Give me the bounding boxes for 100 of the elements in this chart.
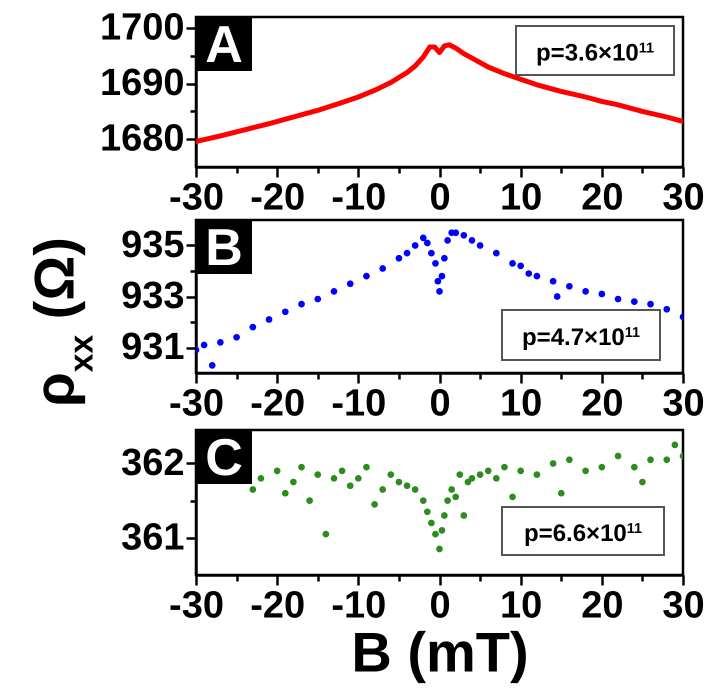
point [630,298,638,305]
point [404,482,410,490]
point [434,278,442,285]
x-tick-label: 30 [662,176,705,218]
chart-title: A [205,16,243,74]
x-tick-label: 20 [581,382,624,424]
point [249,486,256,493]
point [420,497,427,504]
point [448,486,456,493]
point [412,486,419,493]
x-tick-label: -30 [169,584,224,626]
point [492,250,500,256]
point [200,342,208,348]
point [444,497,451,504]
point [558,490,565,497]
point [630,464,638,471]
x-tick-label: -20 [250,176,306,218]
point [371,501,378,508]
point [249,324,256,330]
y-tick-label: 362 [121,442,184,484]
point [420,234,427,242]
point [476,471,484,478]
point [525,270,532,277]
point [468,237,476,244]
x-tick-label: 30 [662,382,705,424]
point [582,288,589,295]
point [566,282,573,290]
point [290,478,297,486]
point [387,471,394,478]
point [534,272,540,280]
point [441,512,448,519]
point [452,494,460,500]
point [266,316,272,323]
point [258,474,264,482]
point [444,237,451,244]
point [208,362,216,369]
point [322,530,330,538]
point [233,334,240,341]
point [282,308,289,316]
point [432,530,439,538]
point [438,272,446,280]
point [274,468,281,474]
point [338,468,346,474]
point [647,456,654,464]
point [509,260,516,267]
x-tick-label: -10 [331,176,386,218]
point [363,272,370,280]
point [314,471,322,478]
point [216,339,224,346]
x-tick-label: -30 [169,382,224,424]
point [330,474,338,482]
point [672,442,678,448]
point [306,497,313,504]
y-tick-label: 935 [121,224,184,266]
point [501,464,508,471]
point [663,456,670,464]
annotation: p=4.7×10$^{11}$ [522,324,640,351]
x-tick-label: 10 [500,176,542,218]
point [379,486,386,493]
y-tick-label: 1690 [100,62,184,104]
x-tick-label: -30 [169,176,224,218]
point [424,240,431,246]
point [428,520,435,526]
chart-title: B [205,219,243,277]
point [468,474,476,482]
point [647,300,654,308]
point [554,293,561,300]
point [346,280,354,288]
point [412,242,419,249]
point [639,478,646,486]
point [517,468,524,474]
point [550,460,556,467]
point [517,262,524,270]
y-tick-label: 1700 [100,6,184,49]
x-tick-label: 30 [662,584,705,626]
point [428,250,435,256]
point [424,508,431,516]
point [438,527,446,534]
y-tick-label: 931 [121,326,184,368]
annotation: p=3.6×10$^{11}$ [536,40,654,66]
point [598,464,606,471]
point [598,290,606,298]
point [460,232,468,239]
y-tick-label: 361 [121,516,184,558]
point [550,278,556,285]
point [484,468,492,474]
point [432,260,439,267]
point [314,296,322,302]
point [614,452,622,460]
y-tick-label: 1680 [100,118,184,160]
y-tick-label: 933 [121,275,184,317]
point [441,254,448,262]
point [379,265,386,272]
point [509,494,516,500]
annotation: p=6.6×10$^{11}$ [524,520,642,547]
x-tick-label: 20 [581,176,624,218]
point [582,468,589,474]
point [298,464,305,471]
point [346,482,354,490]
point [534,471,540,478]
